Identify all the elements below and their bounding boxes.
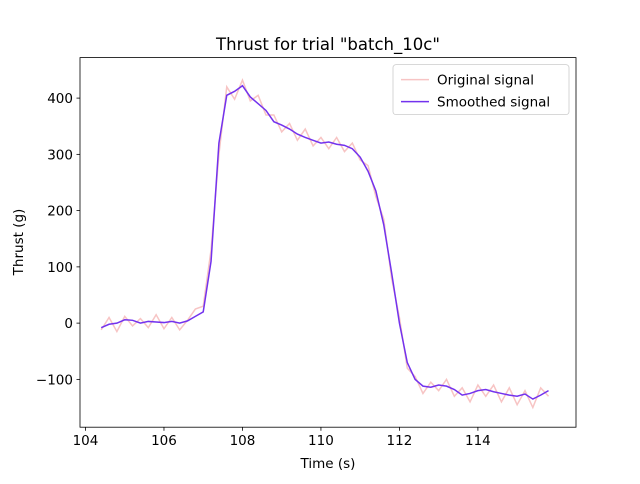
plot-frame bbox=[79, 57, 577, 428]
data-line bbox=[100, 78, 550, 410]
data-line bbox=[100, 84, 549, 400]
x-axis-label: Time (s) bbox=[300, 456, 356, 472]
x-tick-label: 108 bbox=[230, 433, 256, 449]
y-tick-label: 300 bbox=[47, 147, 73, 163]
x-tick-label: 112 bbox=[387, 433, 413, 449]
legend-label: Smoothed signal bbox=[437, 95, 550, 111]
x-tick-label: 110 bbox=[308, 433, 334, 449]
y-tick-label: 200 bbox=[47, 204, 73, 220]
x-tick-label: 106 bbox=[151, 433, 177, 449]
legend-box bbox=[392, 64, 570, 115]
legend-label: Original signal bbox=[437, 73, 534, 89]
x-tick-label: 104 bbox=[73, 433, 99, 449]
y-tick-label: −100 bbox=[36, 372, 73, 388]
chart-title: Thrust for trial "batch_10c" bbox=[215, 35, 440, 55]
y-tick-label: 400 bbox=[47, 91, 73, 107]
y-axis-label: Thrust (g) bbox=[11, 209, 27, 277]
y-tick-label: 0 bbox=[64, 316, 73, 332]
y-tick-label: 100 bbox=[47, 260, 73, 276]
x-tick-label: 114 bbox=[465, 433, 491, 449]
